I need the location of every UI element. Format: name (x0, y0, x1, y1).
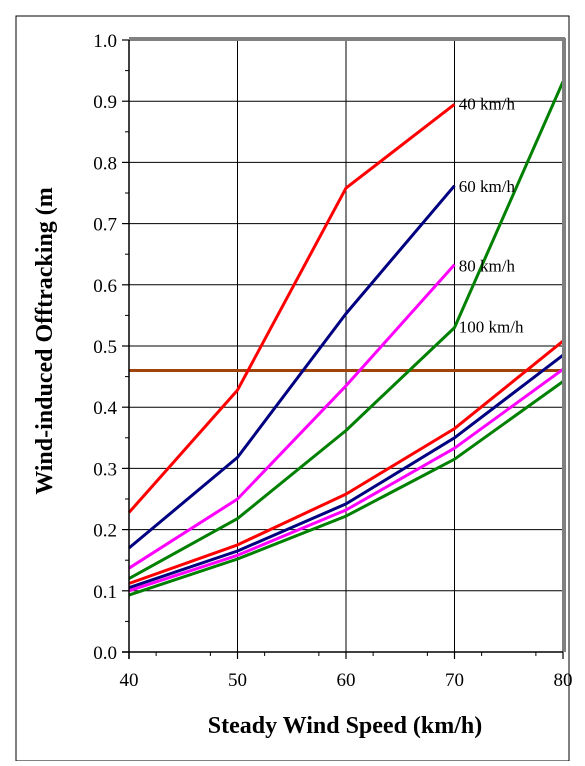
series-annotation: 80 km/h (459, 256, 516, 275)
y-tick-label: 0.8 (93, 153, 117, 174)
series-line-4 (128, 80, 565, 580)
series-line-2 (128, 184, 456, 550)
series-annotation: 40 km/h (459, 94, 516, 113)
series-line-3 (128, 263, 456, 570)
y-axis-title: Wind-induced Offtracking (m (32, 187, 58, 495)
y-tick-label: 0.6 (93, 276, 117, 297)
series-annotation: 100 km/h (459, 318, 524, 337)
x-tick-label: 80 (554, 670, 573, 691)
x-tick-label: 60 (337, 670, 356, 691)
y-tick-label: 0.2 (93, 521, 117, 542)
x-tick-label: 50 (228, 670, 247, 691)
y-tick-label: 0.5 (93, 337, 117, 358)
x-axis-title: Steady Wind Speed (km/h) (208, 713, 483, 739)
series-line-1 (127, 103, 456, 514)
y-tick-label: 0.7 (93, 215, 117, 236)
series-line-5 (128, 339, 564, 585)
y-tick-label: 0.9 (93, 92, 117, 113)
y-tick-label: 0.4 (93, 398, 117, 419)
x-tick-label: 70 (445, 670, 464, 691)
figure-frame (15, 15, 570, 762)
annotation-layer: 40 km/h 60 km/h 80 km/h 100 km/h (459, 94, 524, 336)
series-layer (127, 80, 565, 597)
y-tick-label: 0.0 (93, 643, 117, 664)
y-tick-label: 0.3 (93, 459, 117, 480)
series-line-8 (128, 380, 564, 597)
x-tick-label: 40 (120, 670, 139, 691)
y-tick-label: 1.0 (93, 31, 117, 52)
series-annotation: 60 km/h (459, 177, 516, 196)
series-line-6 (128, 354, 564, 590)
series-line-7 (128, 368, 564, 593)
grid-layer (129, 40, 563, 652)
y-tick-label: 0.1 (93, 582, 117, 603)
axis-layer: 0.0 0.1 0.2 0.3 0.4 0.5 0.6 0.7 0.8 0.9 1.0 40 50 60 7… (93, 31, 572, 691)
